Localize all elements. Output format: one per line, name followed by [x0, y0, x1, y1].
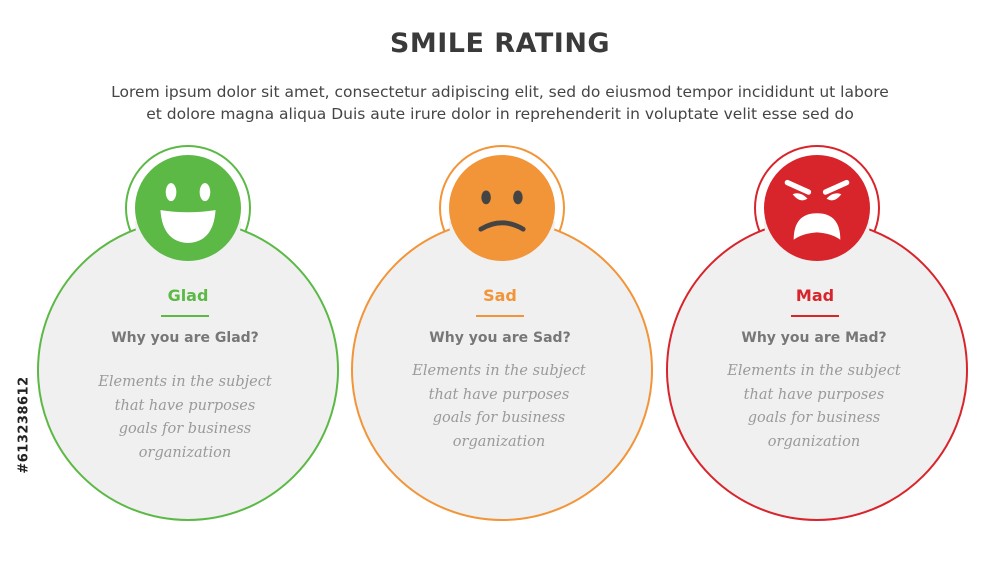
card-label: Glad	[167, 286, 209, 305]
page-subtitle: Lorem ipsum dolor sit amet, consectetur …	[40, 81, 960, 125]
label-underline	[476, 315, 524, 317]
subtitle-line: Lorem ipsum dolor sit amet, consectetur …	[111, 83, 889, 101]
side-code-text: #613238612	[16, 376, 32, 474]
card-label: Mad	[795, 286, 835, 305]
subtitle-line: et dolore magna aliqua Duis aute irure d…	[146, 105, 854, 123]
label-underline	[161, 315, 209, 317]
card-question: Why you are Sad?	[429, 330, 571, 346]
page-title: SMILE RATING	[389, 28, 611, 59]
side-image-code: #613238612	[14, 330, 34, 520]
card-description: Elements in the subject that have purpos…	[727, 363, 901, 450]
card-question: Why you are Mad?	[741, 330, 887, 346]
card-description: Elements in the subject that have purpos…	[412, 363, 586, 450]
angry-face-icon	[764, 155, 870, 261]
happy-face-icon	[135, 155, 241, 261]
card-circle	[351, 219, 653, 521]
card-label: Sad	[483, 286, 517, 305]
label-underline	[791, 315, 839, 317]
card-question: Why you are Glad?	[111, 330, 259, 346]
card-description: Elements in the subject that have purpos…	[98, 374, 272, 461]
sad-face-icon	[449, 155, 555, 261]
